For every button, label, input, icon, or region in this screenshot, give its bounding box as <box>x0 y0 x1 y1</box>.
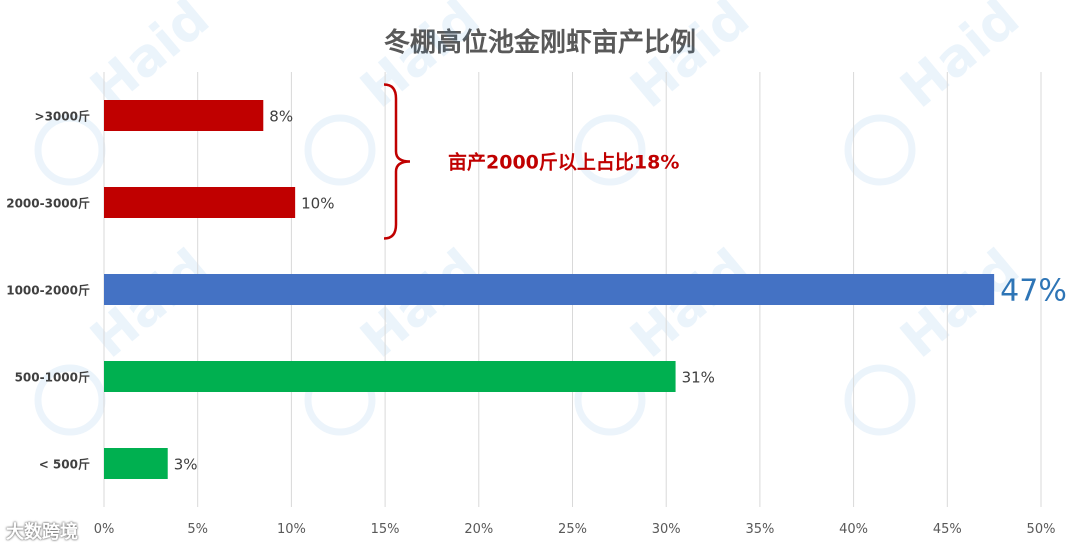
watermark-logo: Haid <box>844 0 1031 186</box>
x-tick-label: 20% <box>464 522 493 537</box>
x-tick-label: 50% <box>1027 522 1056 537</box>
bar-data-label: 10% <box>301 195 334 213</box>
annotation-bracket <box>383 83 411 240</box>
footer-watermark: 大数跨境 <box>6 522 78 543</box>
chart-title: 冬棚高位池金刚虾亩产比例 <box>383 28 696 58</box>
bar-data-label: 8% <box>269 108 293 126</box>
bar <box>104 361 676 392</box>
bar <box>104 274 995 305</box>
y-category-label: 500-1000斤 <box>15 370 90 385</box>
bar-data-label: 47% <box>1000 274 1067 309</box>
annotation-text: 亩产2000斤以上占比18% <box>448 151 679 174</box>
x-tick-label: 40% <box>839 522 868 537</box>
y-category-label: 1000-2000斤 <box>6 283 90 298</box>
watermark-logo: Haid <box>574 238 761 436</box>
x-tick-label: 5% <box>187 522 208 537</box>
bar-data-label: 31% <box>682 369 715 387</box>
x-tick-label: 15% <box>371 522 400 537</box>
bar <box>104 187 296 218</box>
x-tick-label: 25% <box>558 522 587 537</box>
x-tick-label: 30% <box>652 522 681 537</box>
svg-text:Haid: Haid <box>620 0 761 120</box>
y-category-label: < 500斤 <box>39 457 90 472</box>
bar-data-label: 3% <box>174 456 198 474</box>
watermark-logo: Haid <box>844 238 1031 436</box>
watermark-logo: Haid <box>304 238 491 436</box>
x-tick-label: 35% <box>745 522 774 537</box>
x-tick-label: 45% <box>933 522 962 537</box>
watermark-logo: Haid <box>34 0 221 186</box>
y-category-label: >3000斤 <box>35 109 90 124</box>
bar <box>104 448 168 479</box>
svg-text:Haid: Haid <box>350 0 491 120</box>
bar <box>104 100 264 131</box>
svg-text:Haid: Haid <box>890 0 1031 120</box>
y-category-label: 2000-3000斤 <box>6 196 90 211</box>
x-tick-label: 10% <box>277 522 306 537</box>
watermark-logo: Haid <box>34 238 221 436</box>
x-tick-label: 0% <box>94 522 115 537</box>
